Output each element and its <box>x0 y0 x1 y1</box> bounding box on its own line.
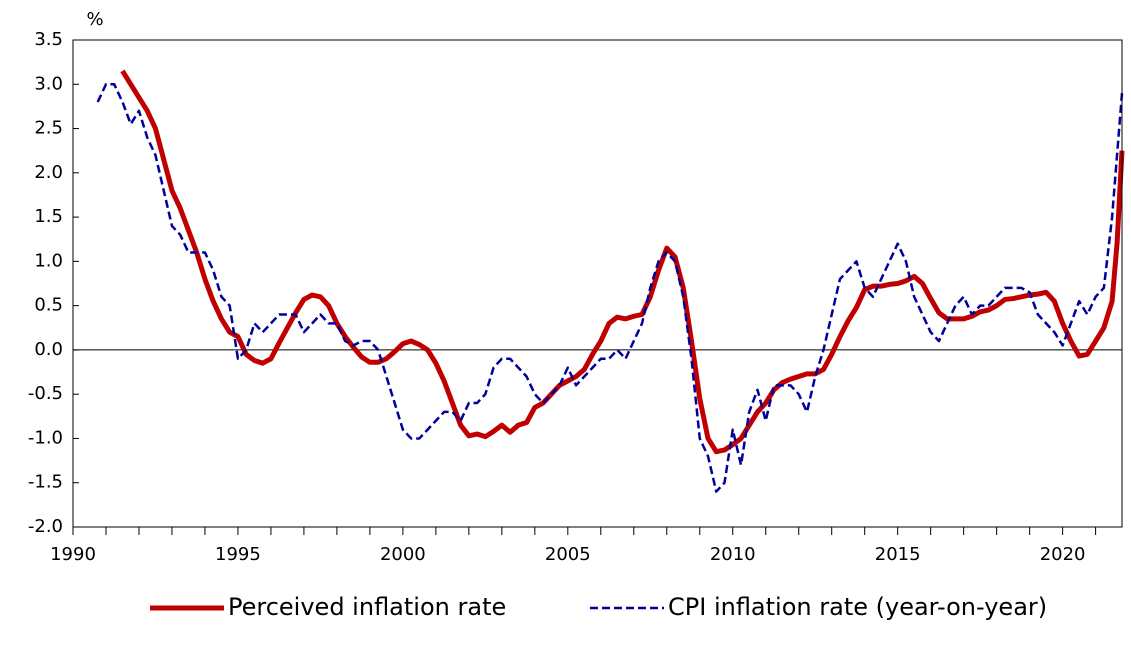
y-tick-label: 1.5 <box>34 206 63 227</box>
y-tick-label: 3.0 <box>34 73 63 94</box>
x-tick-label: 1995 <box>215 544 261 565</box>
y-tick-label: -1.5 <box>28 472 63 493</box>
y-unit-label: % <box>86 9 103 30</box>
y-tick-label: 1.0 <box>34 250 63 271</box>
legend-label: Perceived inflation rate <box>228 593 506 621</box>
x-tick-label: 2000 <box>380 544 426 565</box>
y-tick-label: 0.0 <box>34 339 63 360</box>
series-line <box>120 69 1125 455</box>
y-tick-label: -2.0 <box>28 516 63 537</box>
y-tick-label: 2.5 <box>34 118 63 139</box>
x-tick-label: 2020 <box>1040 544 1086 565</box>
y-tick-label: 3.5 <box>34 29 63 50</box>
y-tick-label: -0.5 <box>28 383 63 404</box>
x-tick-label: 2010 <box>710 544 756 565</box>
x-tick-label: 1990 <box>50 544 96 565</box>
plot-frame <box>72 39 1123 528</box>
series-line <box>96 83 1124 493</box>
y-tick-label: 2.0 <box>34 162 63 183</box>
x-tick-label: 2015 <box>875 544 921 565</box>
y-tick-label: 0.5 <box>34 295 63 316</box>
legend-label: CPI inflation rate (year-on-year) <box>668 593 1047 621</box>
x-tick-label: 2005 <box>545 544 591 565</box>
y-tick-label: -1.0 <box>28 427 63 448</box>
